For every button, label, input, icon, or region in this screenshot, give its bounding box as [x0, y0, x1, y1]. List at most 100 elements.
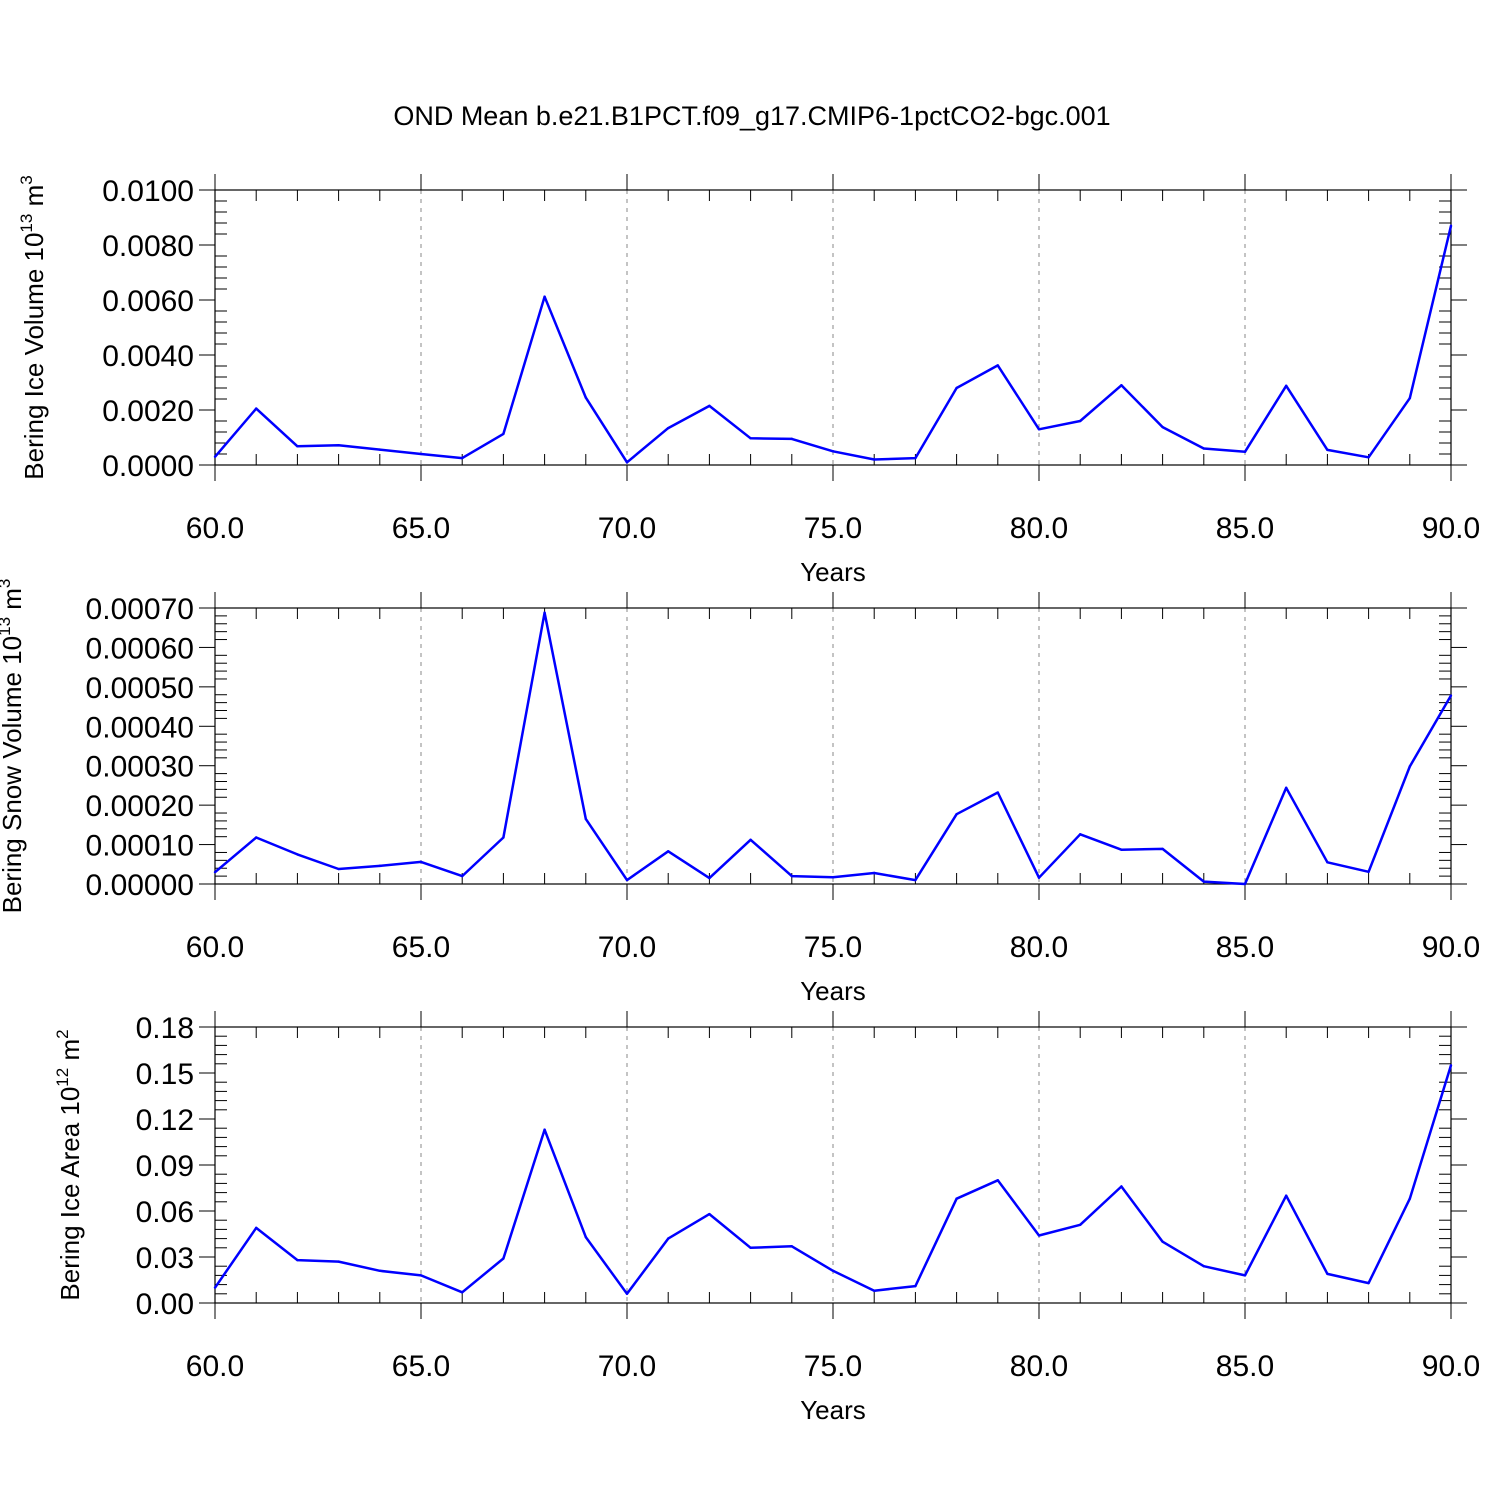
data-point: [831, 450, 835, 453]
data-point: [873, 458, 876, 461]
data-point: [502, 432, 505, 436]
data-point: [873, 1289, 876, 1292]
data-point: [419, 1274, 423, 1277]
y-tick-label: 0.00040: [86, 711, 194, 744]
data-point: [419, 860, 423, 864]
x-tick-label: 65.0: [392, 512, 450, 545]
x-tick-label: 90.0: [1422, 512, 1480, 545]
data-point: [584, 817, 587, 821]
data-point: [667, 850, 670, 853]
data-point: [955, 386, 958, 390]
data-point: [378, 448, 381, 451]
data-point: [1037, 876, 1041, 879]
data-point: [708, 1212, 711, 1216]
y-axis-title-unit: m: [0, 588, 27, 617]
x-tick-label: 80.0: [1010, 1350, 1068, 1383]
x-axis-title: Years: [800, 1395, 866, 1425]
y-axis-title: Bering Ice Area 1012 m2: [53, 1029, 85, 1300]
data-point: [790, 437, 793, 441]
data-point: [1408, 765, 1412, 768]
data-point: [1037, 1234, 1041, 1237]
y-axis-title-unit: m: [19, 185, 49, 214]
y-tick-label: 0.00050: [86, 672, 194, 705]
data-point: [955, 1197, 958, 1200]
data-point: [749, 1246, 752, 1250]
data-point: [708, 404, 711, 408]
data-point: [213, 455, 217, 458]
y-tick-label: 0.0020: [102, 395, 194, 428]
data-point: [255, 836, 258, 839]
data-point: [831, 876, 835, 879]
y-tick-label: 0.00: [136, 1288, 194, 1321]
y-tick-label: 0.00030: [86, 751, 194, 784]
y-tick-label: 0.00020: [86, 790, 194, 823]
data-point: [543, 295, 546, 298]
y-tick-label: 0.00060: [86, 632, 194, 665]
data-point: [1326, 1272, 1329, 1276]
y-tick-label: 0.18: [136, 1012, 194, 1045]
x-tick-label: 85.0: [1216, 931, 1274, 964]
y-tick-label: 0.06: [136, 1196, 194, 1229]
x-tick-label: 80.0: [1010, 512, 1068, 545]
data-point: [1037, 428, 1041, 431]
plot-frame: [214, 1026, 1452, 1304]
y-tick-label: 0.09: [136, 1150, 194, 1183]
data-point: [1367, 1281, 1370, 1285]
data-point: [1202, 1265, 1206, 1268]
y-axis-title-text: Bering Snow Volume 10: [0, 636, 27, 914]
panel-1: 60.0 65.0 70.0 75.0 80.0 85.0 90.0 0.0000 0.0020…: [17, 174, 1480, 587]
x-tick-label: 60.0: [186, 931, 244, 964]
y-axis-title-unit: m: [55, 1039, 85, 1068]
data-point: [996, 364, 999, 367]
plot-frame: [214, 607, 1452, 885]
data-point: [213, 870, 217, 874]
data-point: [1408, 1197, 1412, 1200]
y-axis-title-unit-exponent: 2: [53, 1029, 72, 1038]
y-axis-title-unit-exponent: 3: [17, 175, 36, 184]
x-tick-label: 90.0: [1422, 931, 1480, 964]
panel-2: 60.0 65.0 70.0 75.0 80.0 85.0 90.0 0.00000 0.000…: [0, 579, 1480, 1006]
x-tick-label: 85.0: [1216, 1350, 1274, 1383]
data-point: [749, 838, 752, 842]
data-point: [1449, 1064, 1453, 1067]
data-point: [543, 1128, 546, 1131]
data-point: [1079, 419, 1082, 423]
data-point: [502, 836, 505, 839]
x-tick-label: 75.0: [804, 931, 862, 964]
data-point: [667, 1237, 670, 1240]
data-point: [1243, 450, 1247, 453]
y-tick-label: 0.0000: [102, 450, 194, 483]
x-tick-label: 90.0: [1422, 1350, 1480, 1383]
data-point: [584, 1235, 587, 1239]
data-point: [790, 874, 793, 878]
data-point: [1449, 224, 1453, 227]
data-point: [1161, 1240, 1164, 1243]
y-tick-label: 0.00070: [86, 593, 194, 626]
x-tick-label: 70.0: [598, 931, 656, 964]
chart-title: OND Mean b.e21.B1PCT.f09_g17.CMIP6-1pctC…: [393, 101, 1110, 131]
data-point: [1120, 1185, 1123, 1188]
panel-3: 60.0 65.0 70.0 75.0 80.0 85.0 90.0 0.00 0.03 0.06…: [53, 1011, 1480, 1425]
data-point: [1367, 870, 1370, 873]
data-point: [255, 407, 258, 410]
data-point: [1243, 1274, 1247, 1277]
y-tick-label: 0.0040: [102, 340, 194, 373]
y-tick-label: 0.15: [136, 1058, 194, 1091]
data-point: [584, 396, 587, 399]
data-point: [955, 813, 958, 816]
y-tick-label: 0.0080: [102, 230, 194, 263]
y-tick-label: 0.03: [136, 1242, 194, 1275]
y-axis-title-exponent: 12: [53, 1068, 72, 1087]
data-point: [1079, 833, 1082, 836]
x-tick-label: 60.0: [186, 1350, 244, 1383]
y-tick-label: 0.00010: [86, 830, 194, 863]
x-tick-label: 70.0: [598, 1350, 656, 1383]
y-axis-title-exponent: 13: [0, 617, 14, 636]
data-point: [213, 1286, 217, 1289]
data-point: [1202, 447, 1206, 450]
x-axis-title: Years: [800, 557, 866, 587]
data-point: [378, 864, 381, 868]
data-point: [296, 853, 299, 856]
data-point: [296, 1258, 299, 1262]
y-axis-title: Bering Snow Volume 1013 m3: [0, 579, 27, 914]
